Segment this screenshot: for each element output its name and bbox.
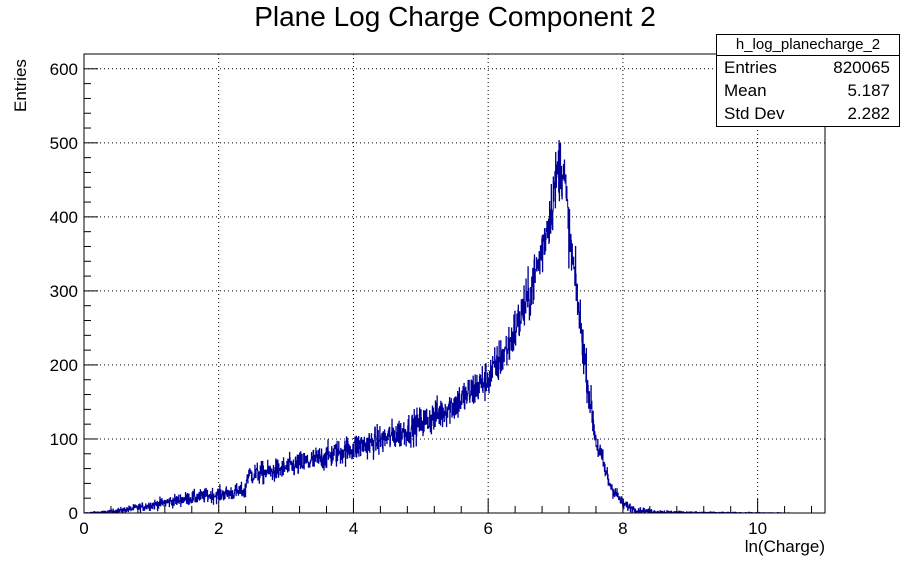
x-tick-label: 6: [483, 519, 492, 538]
stats-box: h_log_planecharge_2 Entries 820065 Mean …: [716, 34, 900, 127]
stats-entries-label: Entries: [724, 58, 777, 77]
y-tick-label: 500: [50, 134, 78, 153]
stats-mean-value: 5.187: [847, 81, 890, 100]
histogram-line: [83, 140, 825, 514]
stats-stddev-value: 2.282: [847, 104, 890, 123]
stats-mean-row: Mean 5.187: [717, 79, 899, 102]
stats-mean-label: Mean: [724, 81, 767, 100]
x-tick-label: 0: [79, 519, 88, 538]
y-tick-label: 600: [50, 60, 78, 79]
axis-ticks: [83, 53, 813, 514]
stats-histogram-name: h_log_planecharge_2: [717, 35, 899, 56]
stats-stddev-label: Std Dev: [724, 104, 785, 123]
x-tick-label: 2: [214, 519, 223, 538]
grid-lines: [83, 54, 825, 513]
x-tick-label: 4: [349, 519, 358, 538]
y-tick-label: 400: [50, 208, 78, 227]
y-tick-label: 200: [50, 356, 78, 375]
plot-frame: [83, 53, 826, 514]
x-tick-label: 8: [618, 519, 627, 538]
y-tick-label: 100: [50, 430, 78, 449]
chart-title: Plane Log Charge Component 2: [254, 1, 656, 32]
y-tick-label: 0: [69, 504, 78, 523]
stats-entries-row: Entries 820065: [717, 56, 899, 79]
stats-stddev-row: Std Dev 2.282: [717, 102, 899, 125]
stats-entries-value: 820065: [833, 58, 890, 77]
x-tick-label: 10: [748, 519, 767, 538]
y-axis-label: Entries: [11, 59, 30, 112]
x-axis-label: ln(Charge): [745, 537, 825, 556]
plot-frame-overlay: [83, 53, 826, 514]
y-tick-label: 300: [50, 282, 78, 301]
